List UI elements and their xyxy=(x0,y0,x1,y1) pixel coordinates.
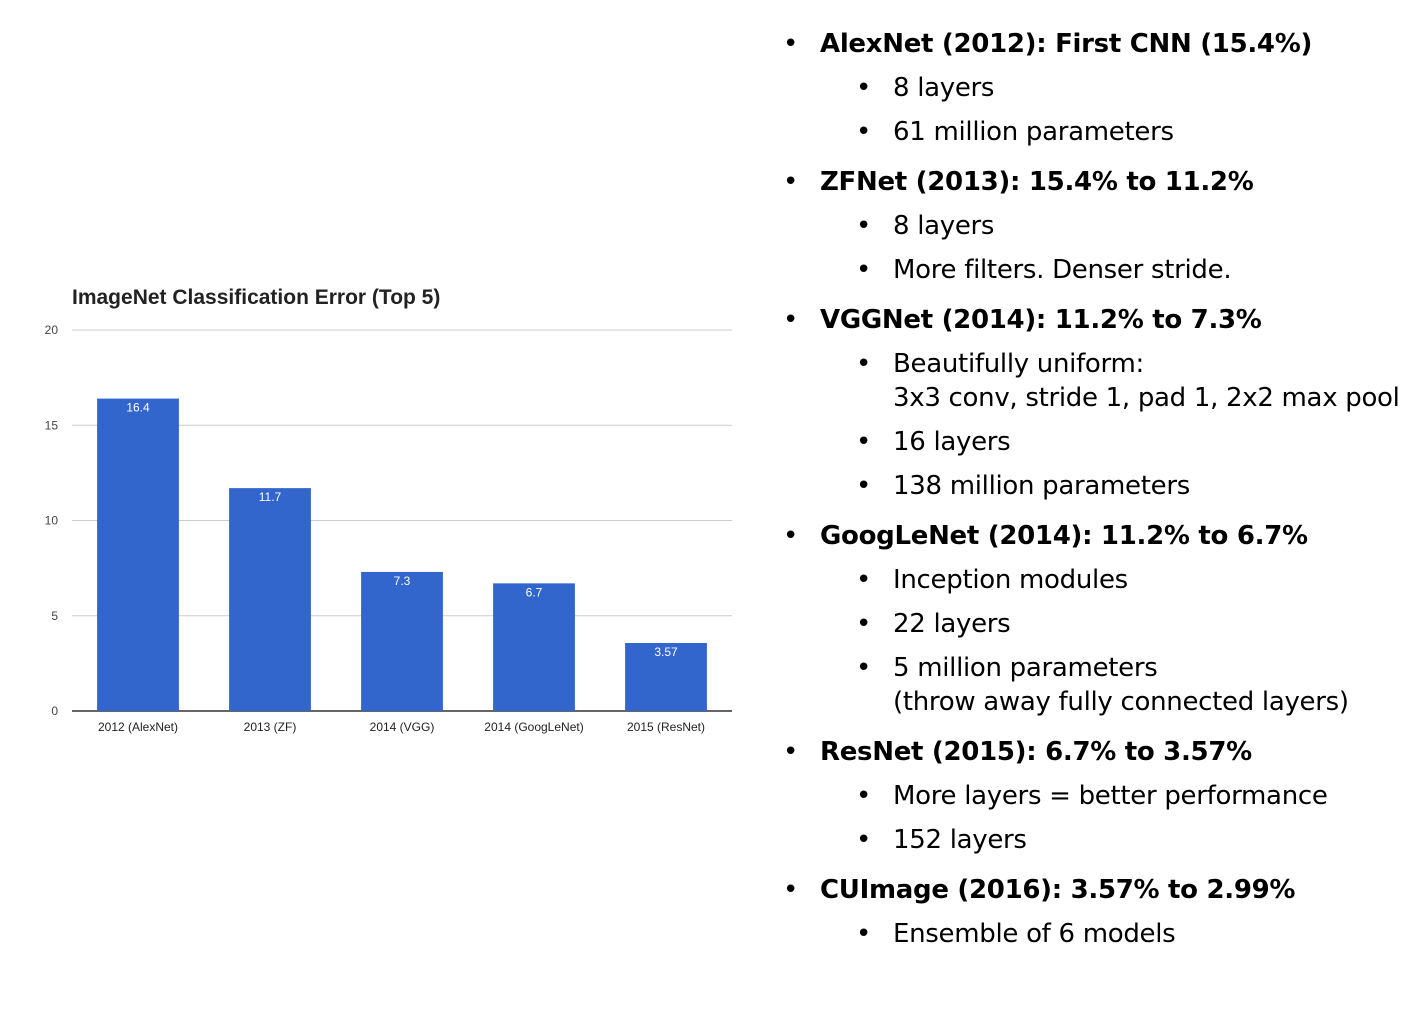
x-tick-label: 2015 (ResNet) xyxy=(627,720,705,734)
bullet-item: • GoogLeNet (2014): 11.2% to 6.7% • Incepti… xyxy=(780,514,1420,724)
bullet-dot-icon: • xyxy=(783,167,799,197)
y-tick-label: 10 xyxy=(45,514,59,528)
x-tick-label: 2012 (AlexNet) xyxy=(98,720,178,734)
x-tick-label: 2013 (ZF) xyxy=(244,720,297,734)
bar xyxy=(361,571,443,711)
sub-bullet-text: 8 layers xyxy=(893,73,995,103)
sub-bullet-item: • 5 million parameters (throw away fully c… xyxy=(820,646,1420,724)
bullet-item: • ZFNet (2013): 15.4% to 11.2% • 8 layers • M… xyxy=(780,160,1420,292)
sub-bullet-item: • 138 million parameters xyxy=(820,464,1420,508)
labels-layer: 0 5 10 15 20 16.4 2012 (AlexNet) 11.7 2013 (ZF) 7… xyxy=(45,323,705,734)
bullet-dot-icon: • xyxy=(856,565,872,595)
bullet-dot-icon: • xyxy=(856,427,872,457)
sub-bullet-text: Beautifully uniform: xyxy=(893,349,1144,379)
bullet-dot-icon: • xyxy=(856,919,872,949)
bullet-dot-icon: • xyxy=(856,349,872,379)
bar xyxy=(625,642,707,711)
sub-bullet-text: Ensemble of 6 models xyxy=(893,919,1176,949)
bullet-dot-icon: • xyxy=(856,781,872,811)
sub-bullet-item: • 8 layers xyxy=(820,204,1420,248)
sub-bullet-text: 61 million parameters xyxy=(893,117,1174,147)
sub-bullet-list: • 8 layers • 61 million parameters xyxy=(820,66,1420,154)
sub-bullet-list: • More layers = better performance • 152 la… xyxy=(820,774,1420,862)
bullet-item: • ResNet (2015): 6.7% to 3.57% • More layer… xyxy=(780,730,1420,862)
bullet-dot-icon: • xyxy=(856,255,872,285)
chart-title: ImageNet Classification Error (Top 5) xyxy=(72,286,440,309)
bullet-dot-icon: • xyxy=(856,653,872,683)
bullet-heading: ResNet (2015): 6.7% to 3.57% xyxy=(820,737,1252,767)
bullet-dot-icon: • xyxy=(856,825,872,855)
sub-bullet-list: • 8 layers • More filters. Denser stride. xyxy=(820,204,1420,292)
sub-bullet-text: (throw away fully connected layers) xyxy=(893,687,1349,717)
bullet-dot-icon: • xyxy=(783,29,799,59)
data-label: 11.7 xyxy=(259,490,282,504)
sub-bullet-item: • More layers = better performance xyxy=(820,774,1420,818)
sub-bullet-text: 152 layers xyxy=(893,825,1027,855)
x-tick-label: 2014 (GoogLeNet) xyxy=(484,720,583,734)
bars-layer xyxy=(97,398,707,711)
bullet-item: • AlexNet (2012): First CNN (15.4%) • 8 lay… xyxy=(780,22,1420,154)
sub-bullet-text: 3x3 conv, stride 1, pad 1, 2x2 max pool xyxy=(893,383,1400,413)
sub-bullet-item: • Ensemble of 6 models xyxy=(820,912,1420,956)
bullet-dot-icon: • xyxy=(856,73,872,103)
bar-chart: ImageNet Classification Error (Top 5) 0 5… xyxy=(45,286,732,734)
sub-bullet-list: • Inception modules • 22 layers • 5 million p… xyxy=(820,558,1420,724)
data-label: 6.7 xyxy=(526,585,543,599)
data-label: 7.3 xyxy=(394,574,411,588)
y-tick-label: 5 xyxy=(51,609,58,623)
bullet-heading: AlexNet (2012): First CNN (15.4%) xyxy=(820,29,1313,59)
sub-bullet-item: • 61 million parameters xyxy=(820,110,1420,154)
bullet-item: • CUImage (2016): 3.57% to 2.99% • Ensemble… xyxy=(780,868,1420,956)
bullet-item: • VGGNet (2014): 11.2% to 7.3% • Beautifull… xyxy=(780,298,1420,508)
y-tick-label: 0 xyxy=(51,704,58,718)
chart-panel: ImageNet Classification Error (Top 5) 0 5… xyxy=(45,286,732,734)
sub-bullet-text: 16 layers xyxy=(893,427,1011,457)
sub-bullet-item: • 22 layers xyxy=(820,602,1420,646)
sub-bullet-text: More layers = better performance xyxy=(893,781,1328,811)
bullet-dot-icon: • xyxy=(783,521,799,551)
sub-bullet-item: • 152 layers xyxy=(820,818,1420,862)
y-tick-label: 15 xyxy=(45,418,59,432)
sub-bullet-item: • Beautifully uniform: 3x3 conv, stride 1,… xyxy=(820,342,1420,420)
sub-bullet-text: 22 layers xyxy=(893,609,1011,639)
bullet-heading: GoogLeNet (2014): 11.2% to 6.7% xyxy=(820,521,1308,551)
bullet-dot-icon: • xyxy=(783,737,799,767)
bullet-dot-icon: • xyxy=(856,211,872,241)
data-label: 16.4 xyxy=(126,401,150,415)
y-tick-label: 20 xyxy=(45,323,59,337)
bar xyxy=(493,583,575,711)
bullet-dot-icon: • xyxy=(783,305,799,335)
bullet-dot-icon: • xyxy=(856,471,872,501)
bullet-dot-icon: • xyxy=(783,875,799,905)
sub-bullet-item: • Inception modules xyxy=(820,558,1420,602)
sub-bullet-list: • Beautifully uniform: 3x3 conv, stride 1,… xyxy=(820,342,1420,508)
bar xyxy=(97,398,179,711)
sub-bullet-item: • 8 layers xyxy=(820,66,1420,110)
sub-bullet-text: 8 layers xyxy=(893,211,995,241)
bullet-dot-icon: • xyxy=(856,609,872,639)
bullet-list: • AlexNet (2012): First CNN (15.4%) • 8 lay… xyxy=(780,22,1420,962)
sub-bullet-text: 5 million parameters xyxy=(893,653,1158,683)
bullet-heading: VGGNet (2014): 11.2% to 7.3% xyxy=(820,305,1262,335)
sub-bullet-item: • 16 layers xyxy=(820,420,1420,464)
bullet-heading: CUImage (2016): 3.57% to 2.99% xyxy=(820,875,1296,905)
bullet-dot-icon: • xyxy=(856,117,872,147)
sub-bullet-text: More filters. Denser stride. xyxy=(893,255,1232,285)
bar xyxy=(229,488,311,711)
bullet-heading: ZFNet (2013): 15.4% to 11.2% xyxy=(820,167,1254,197)
sub-bullet-text: 138 million parameters xyxy=(893,471,1190,501)
sub-bullet-list: • Ensemble of 6 models xyxy=(820,912,1420,956)
data-label: 3.57 xyxy=(654,645,678,659)
sub-bullet-item: • More filters. Denser stride. xyxy=(820,248,1420,292)
x-tick-label: 2014 (VGG) xyxy=(370,720,435,734)
sub-bullet-text: Inception modules xyxy=(893,565,1128,595)
